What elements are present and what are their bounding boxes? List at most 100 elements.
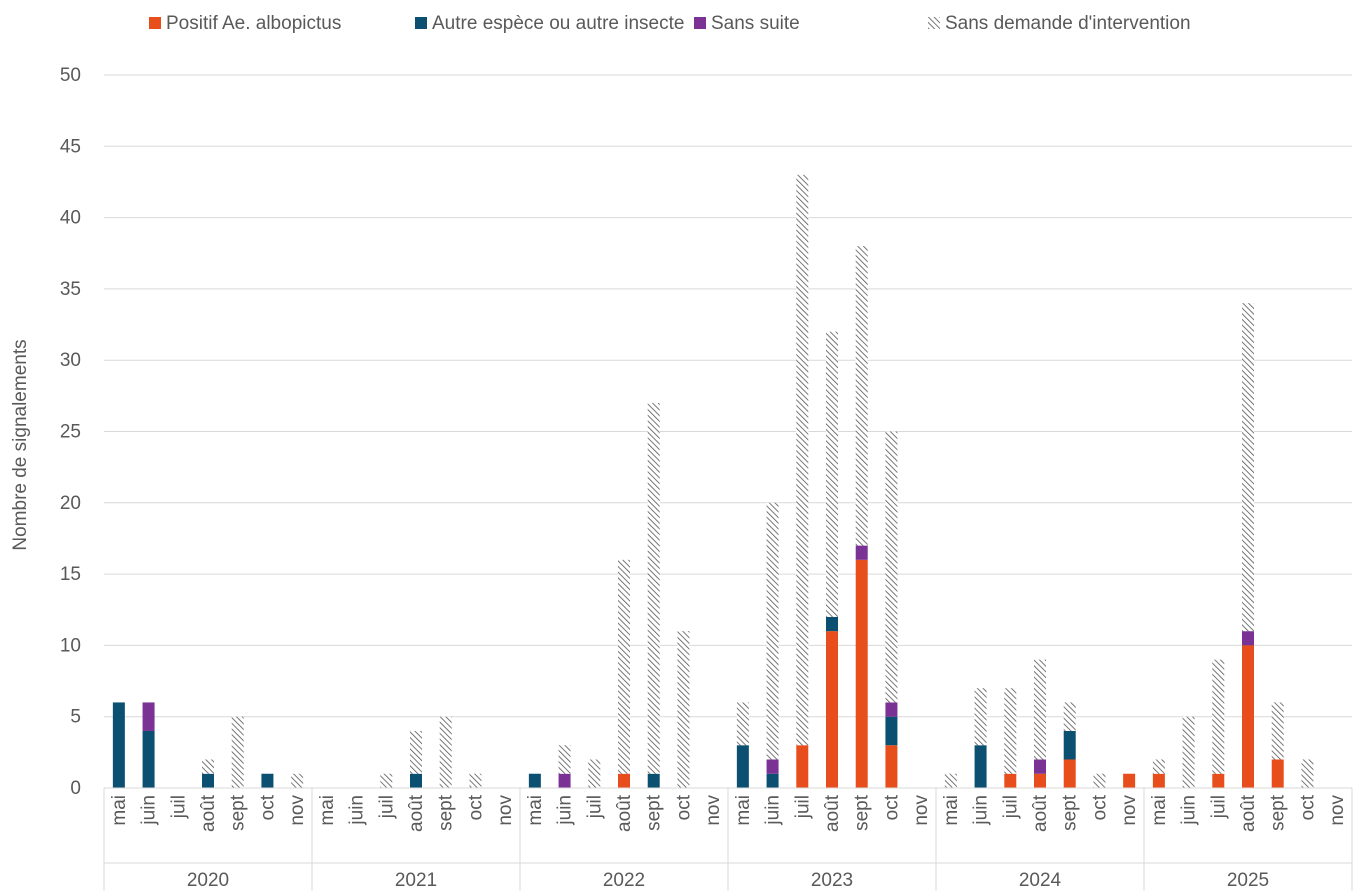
y-tick-label: 45: [60, 136, 81, 157]
bar-segment-4: [202, 759, 214, 774]
bar-segment-1: [1271, 759, 1284, 788]
bar-segment-4: [647, 402, 660, 774]
x-tick-label-year: 2021: [395, 870, 437, 891]
y-tick-label: 30: [60, 350, 81, 371]
bar-segment-1: [885, 745, 898, 788]
bar-segment-2: [736, 745, 749, 788]
bar-segment-2: [826, 616, 838, 632]
bar-segment-3: [855, 545, 868, 560]
x-tick-label-month: août: [822, 794, 843, 832]
x-tick-label-month: juil: [376, 795, 397, 819]
x-tick-label-month: juil: [792, 795, 813, 819]
bar-segment-1: [1152, 773, 1165, 788]
x-tick-label-month: sept: [852, 794, 873, 831]
bar-segment-4: [885, 431, 898, 703]
x-tick-label-month: juin: [555, 795, 576, 826]
x-tick-label-month: sept: [436, 794, 457, 831]
x-tick-label-year: 2023: [811, 870, 853, 891]
x-tick-label-month: oct: [673, 794, 694, 820]
y-tick-label: 0: [70, 778, 81, 799]
x-tick-label-month: oct: [257, 794, 278, 820]
bar-segment-4: [944, 773, 957, 788]
bar-segment-4: [1034, 659, 1046, 760]
bar-segment-2: [766, 773, 779, 788]
bar-segment-1: [1034, 773, 1046, 788]
y-tick-label: 40: [60, 208, 81, 229]
bar-segment-4: [736, 702, 749, 746]
bar-segment-4: [1004, 688, 1017, 774]
bar-segment-4: [1242, 303, 1254, 632]
x-tick-label-month: juil: [584, 795, 605, 819]
x-tick-label-month: nov: [287, 795, 308, 826]
bar-segment-4: [1301, 759, 1314, 788]
bar-segment-1: [796, 745, 809, 788]
x-tick-label-month: août: [614, 794, 635, 832]
x-tick-label-year: 2020: [187, 870, 229, 891]
bar-segment-4: [469, 773, 482, 788]
bar-segment-2: [202, 773, 214, 788]
x-tick-label-month: sept: [1060, 794, 1081, 831]
bar-segment-2: [1063, 730, 1076, 760]
legend-label-4: Sans demande d'intervention: [945, 13, 1191, 34]
bar-segment-4: [410, 730, 422, 774]
bar-segment-4: [855, 246, 868, 546]
bar-segment-3: [766, 759, 779, 774]
bar-segment-2: [974, 745, 987, 788]
y-tick-label: 10: [60, 635, 81, 656]
x-tick-label-month: mai: [525, 795, 546, 826]
bar-segment-4: [231, 716, 244, 788]
bar-segment-1: [1212, 773, 1225, 788]
y-axis: 0 5 10 15 20 25 30 35 40 45 50: [60, 65, 81, 799]
legend-label-1: Positif Ae. albopictus: [166, 13, 341, 34]
x-tick-label-month: août: [198, 794, 219, 832]
legend-swatch-1: [149, 17, 161, 29]
legend-label-2: Autre espèce ou autre insecte: [432, 13, 684, 34]
bar-segment-4: [826, 331, 838, 617]
bar-segment-1: [826, 631, 838, 788]
bar-segment-1: [1123, 773, 1136, 788]
bar-segment-4: [974, 688, 987, 746]
x-tick-label-month: sept: [228, 794, 249, 831]
x-tick-label-year: 2025: [1227, 870, 1269, 891]
bar-segment-3: [1242, 631, 1254, 646]
y-tick-label: 20: [60, 493, 81, 514]
x-tick-label-month: oct: [1089, 794, 1110, 820]
bar-segment-4: [1063, 702, 1076, 731]
x-tick-label-month: nov: [495, 795, 516, 826]
x-tick-label-month: juil: [1000, 795, 1021, 819]
x-tick-label-month: juil: [1208, 795, 1229, 819]
y-tick-label: 50: [60, 65, 81, 86]
bar-segment-3: [885, 702, 898, 717]
bar-segment-1: [1242, 645, 1254, 788]
bar-segment-1: [855, 559, 868, 788]
x-tick-label-year: 2022: [603, 870, 645, 891]
x-tick-label-month: juin: [971, 795, 992, 826]
bar-segment-2: [885, 716, 898, 746]
x-tick-label-month: mai: [733, 795, 754, 826]
x-tick-label-month: juin: [139, 795, 160, 826]
x-tick-label-month: nov: [1327, 795, 1348, 826]
bar-segment-1: [618, 773, 630, 788]
bar-segment-4: [439, 716, 452, 788]
legend: Positif Ae. albopictus Autre espèce ou au…: [149, 13, 1191, 34]
bar-segment-3: [1034, 759, 1046, 774]
y-tick-label: 5: [70, 707, 81, 728]
x-tick-label-month: nov: [703, 795, 724, 826]
bar-segment-4: [291, 773, 304, 788]
x-tick-label-month: août: [1030, 794, 1051, 832]
bar-segment-4: [1182, 716, 1195, 788]
x-tick-label-month: juin: [763, 795, 784, 826]
bar-segment-4: [1093, 773, 1106, 788]
bar-segment-1: [1004, 773, 1017, 788]
x-tick-label-month: oct: [1297, 794, 1318, 820]
x-tick-label-month: mai: [317, 795, 338, 826]
legend-swatch-4: [928, 17, 940, 29]
bar-segment-2: [112, 702, 125, 788]
bar-segment-2: [647, 773, 660, 788]
x-axis: mai juin juil août sept oct nov mai juin juil août…: [103, 787, 1353, 891]
x-tick-label-year: 2024: [1019, 870, 1062, 891]
y-tick-label: 25: [60, 422, 81, 443]
bar-segment-2: [142, 730, 155, 788]
bar-segment-4: [380, 773, 393, 788]
